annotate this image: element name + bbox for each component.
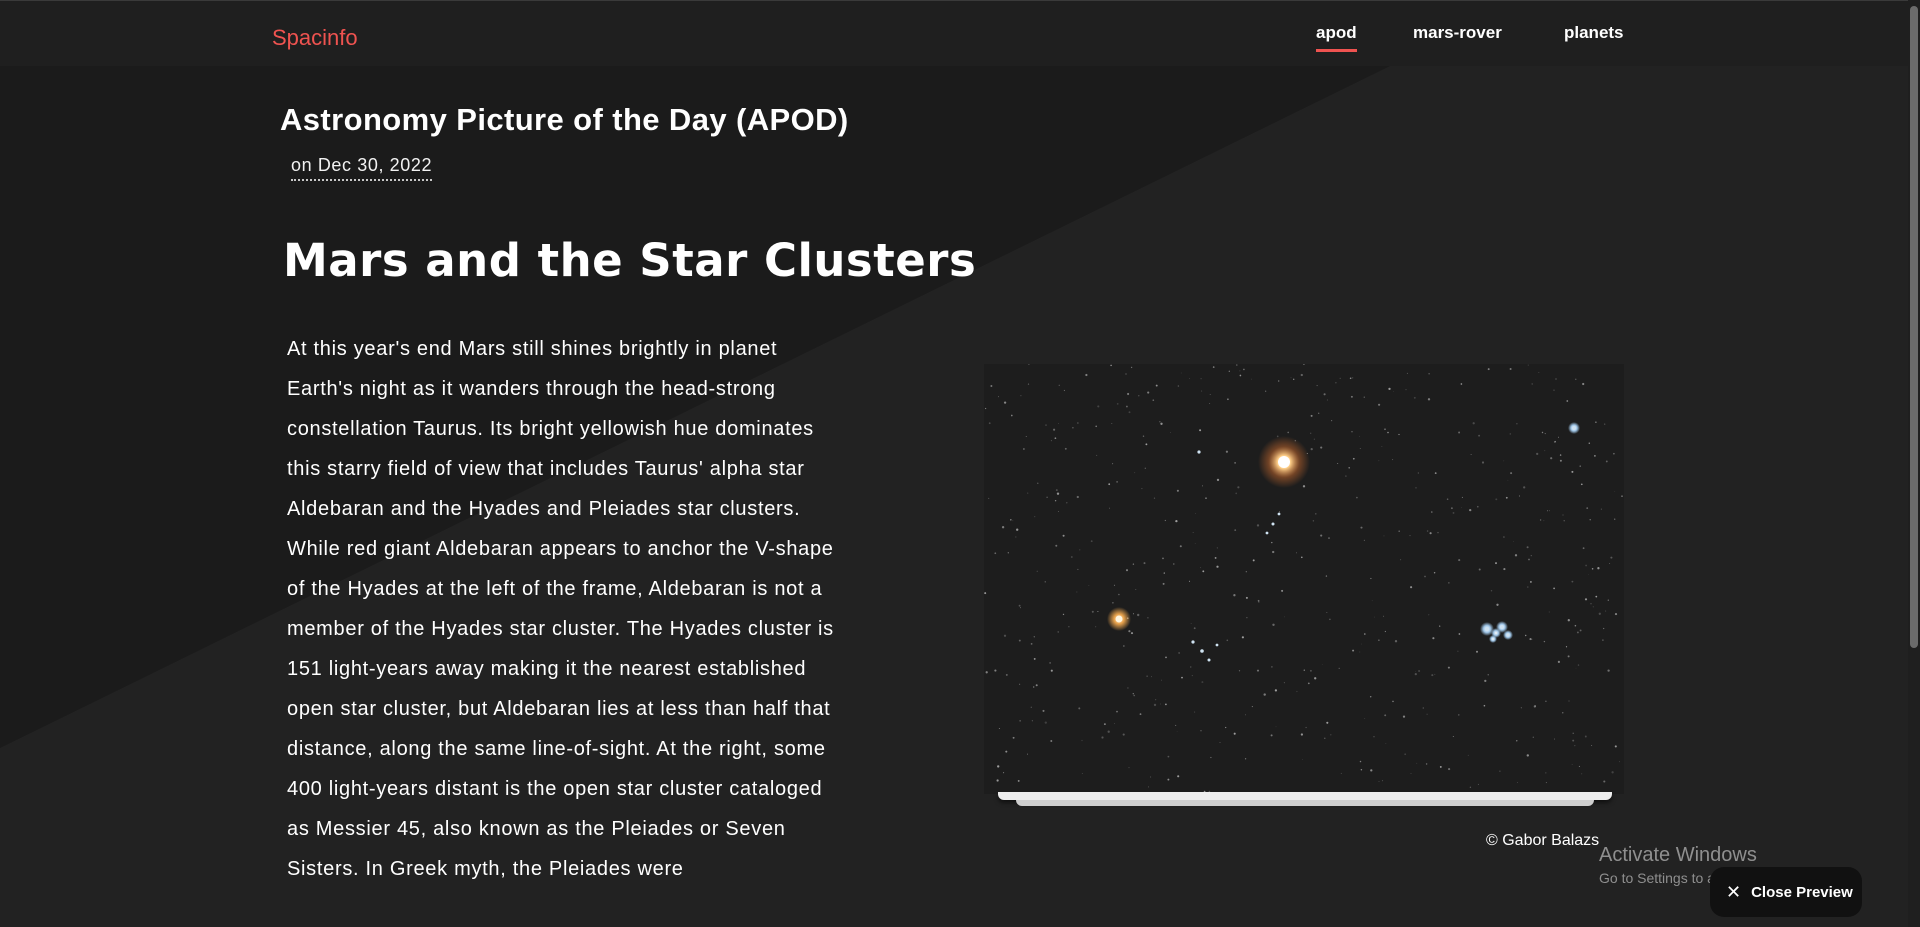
image-copyright: © Gabor Balazs bbox=[1486, 832, 1600, 849]
apod-image-frame bbox=[984, 364, 1624, 806]
apod-explanation: At this year's end Mars still shines bri… bbox=[287, 338, 834, 880]
apod-date: on Dec 30, 2022 bbox=[291, 155, 433, 181]
image-shelf bbox=[998, 792, 1612, 800]
top-navbar: Spacinfo apod mars-rover planets bbox=[0, 0, 1908, 66]
apod-title: Mars and the Star Clusters bbox=[283, 234, 977, 287]
nav-apod[interactable]: apod bbox=[1316, 23, 1357, 52]
main-nav: apod mars-rover planets bbox=[0, 23, 1908, 53]
scrollbar-thumb[interactable] bbox=[1910, 6, 1918, 648]
page-scrollbar[interactable] bbox=[1908, 0, 1920, 927]
nav-mars-rover[interactable]: mars-rover bbox=[1413, 23, 1502, 42]
apod-image[interactable] bbox=[984, 364, 1624, 794]
close-preview-label: Close Preview bbox=[1751, 883, 1853, 901]
nav-planets[interactable]: planets bbox=[1564, 23, 1624, 42]
close-preview-button[interactable]: ✕ Close Preview bbox=[1710, 867, 1862, 917]
section-title: Astronomy Picture of the Day (APOD) bbox=[280, 102, 849, 137]
activate-windows-title: Activate Windows bbox=[1599, 844, 1757, 866]
image-shelf-lower bbox=[1016, 800, 1594, 806]
star-field-image bbox=[984, 364, 1624, 794]
close-icon: ✕ bbox=[1726, 881, 1742, 902]
brand-logo[interactable]: Spacinfo bbox=[272, 25, 358, 50]
